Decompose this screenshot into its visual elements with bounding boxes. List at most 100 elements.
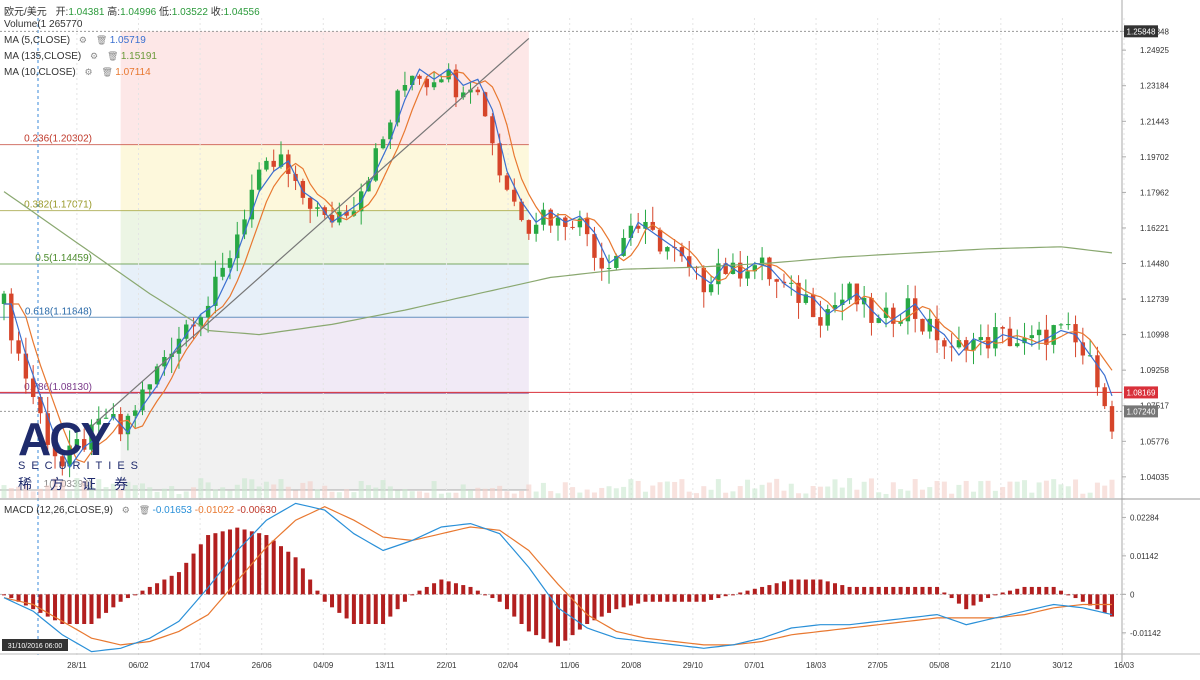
macd-hist-bar xyxy=(891,586,896,595)
candle-body xyxy=(103,417,109,419)
macd-hist-bar xyxy=(1000,592,1005,595)
high-value: 1.04996 xyxy=(120,7,157,18)
candle-body xyxy=(380,139,386,149)
fib-label: 0.236(1.20302) xyxy=(24,134,92,145)
macd-hist-bar xyxy=(825,581,830,595)
volume-bar xyxy=(1094,482,1100,498)
candle-body xyxy=(220,267,225,277)
macd-hist-bar xyxy=(614,594,619,610)
volume-bar xyxy=(88,486,94,498)
fib-label: 1(1.03394) xyxy=(44,479,92,490)
volume-bar xyxy=(227,490,233,498)
gear-icon[interactable]: ⚙ xyxy=(84,67,93,77)
macd-hist-bar xyxy=(854,586,859,595)
volume-bar xyxy=(482,488,488,498)
volume-bar xyxy=(686,491,692,498)
macd-hist-bar xyxy=(45,594,50,617)
macd-hist-bar xyxy=(133,594,138,596)
x-tick-label: 26/06 xyxy=(252,661,273,670)
volume-bar xyxy=(540,482,546,498)
volume-bar xyxy=(642,491,648,498)
volume-bar xyxy=(985,480,991,498)
volume-bar xyxy=(373,487,379,498)
price-badge xyxy=(1124,25,1158,38)
candle-body xyxy=(300,180,306,198)
macd-hist-bar xyxy=(1044,586,1049,595)
macd-hist-bar xyxy=(526,594,531,632)
price-tick-label: 1.10998 xyxy=(1140,331,1169,340)
macd-hist-bar xyxy=(1088,594,1093,606)
trash-icon[interactable]: 🗑 xyxy=(95,35,108,45)
candle-body xyxy=(847,283,852,300)
macd-hist-bar xyxy=(432,583,437,595)
trash-icon[interactable]: 🗑 xyxy=(138,505,151,515)
macd-hist-bar xyxy=(402,594,407,602)
gear-icon[interactable]: ⚙ xyxy=(121,505,130,515)
volume-bar xyxy=(16,486,22,498)
acy-logo: ACY SECURITIES 稀方证券 xyxy=(14,412,164,492)
price-tick-label: 1.21443 xyxy=(1140,117,1169,126)
candle-body xyxy=(271,160,276,167)
macd-hist-bar xyxy=(789,579,794,595)
fib-label: 0.382(1.17071) xyxy=(24,200,92,211)
macd-hist-bar xyxy=(279,546,283,595)
macd-hist-bar xyxy=(351,594,356,624)
volume-bar xyxy=(358,481,364,498)
macd-hist-bar xyxy=(730,594,735,596)
candle-body xyxy=(738,262,743,279)
candle-body xyxy=(410,75,415,86)
volume-bar xyxy=(460,484,466,498)
candle-body xyxy=(198,317,204,327)
candle-body xyxy=(985,337,991,349)
volume-bar xyxy=(1109,479,1115,498)
volume-bar xyxy=(489,488,495,498)
macd-hist-bar xyxy=(206,535,211,595)
macd-hist-bar xyxy=(672,594,677,602)
volume-bar xyxy=(664,481,670,498)
candle-body xyxy=(584,218,590,235)
price-badge-label: 1.08169 xyxy=(1127,388,1156,397)
macd-hist-bar xyxy=(104,594,109,613)
trash-icon[interactable]: 🗑 xyxy=(107,51,119,61)
macd-hist-bar xyxy=(570,594,575,636)
volume-bar xyxy=(132,485,138,498)
macd-label: MACD (12,26,CLOSE,9) xyxy=(4,505,113,516)
macd-hist-bar xyxy=(592,594,597,621)
volume-bar xyxy=(562,482,568,498)
macd-hist-bar xyxy=(330,594,335,608)
macd-hist-bar xyxy=(176,572,181,595)
macd-hist-bar xyxy=(424,586,429,595)
candle-body xyxy=(461,92,466,98)
macd-hist-bar xyxy=(235,527,240,595)
gear-icon[interactable]: ⚙ xyxy=(78,35,87,45)
macd-hist-bar xyxy=(563,594,568,641)
candle-body xyxy=(512,189,517,202)
macd-hist-bar xyxy=(1110,594,1114,617)
candle-body xyxy=(1102,387,1107,407)
macd-hist-bar xyxy=(913,586,918,595)
volume-bar xyxy=(650,485,656,498)
volume-bar xyxy=(1043,480,1049,498)
macd-hist-bar xyxy=(497,594,502,602)
macd-hist-bar xyxy=(381,594,386,624)
volume-bar xyxy=(570,487,576,498)
macd-hist-bar xyxy=(366,594,371,624)
trend-line xyxy=(91,37,530,427)
macd-hist-bar xyxy=(322,594,327,602)
candle-body xyxy=(351,211,357,216)
macd-hist-bar xyxy=(898,586,903,595)
candle-body xyxy=(227,258,233,268)
macd-hist-bar xyxy=(1058,590,1063,595)
fib-zone xyxy=(120,31,529,145)
candle-body xyxy=(439,79,444,83)
volume-bar xyxy=(1080,493,1086,498)
candle-body xyxy=(767,257,772,280)
volume-bar xyxy=(774,478,780,498)
volume-bar xyxy=(934,480,940,498)
gear-icon[interactable]: ⚙ xyxy=(90,51,99,61)
macd-hist-bar xyxy=(935,586,940,595)
trash-icon[interactable]: 🗑 xyxy=(101,67,113,77)
candle-body xyxy=(978,337,983,341)
